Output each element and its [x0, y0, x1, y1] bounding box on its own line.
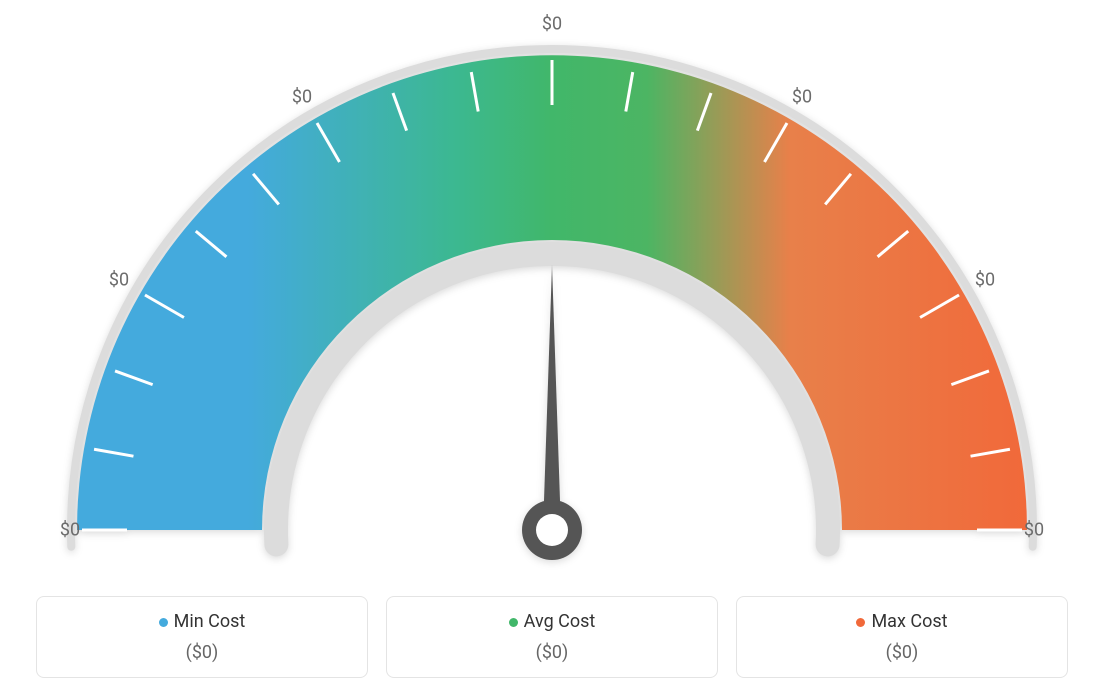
- legend-value-avg: ($0): [397, 642, 707, 663]
- gauge-tick-label: $0: [975, 270, 995, 291]
- gauge-tick-label: $0: [1024, 520, 1044, 541]
- gauge-chart: [0, 0, 1104, 560]
- gauge-tick-label: $0: [60, 520, 80, 541]
- legend-row: Min Cost ($0) Avg Cost ($0) Max Cost ($0…: [0, 596, 1104, 690]
- legend-dot-min: [159, 618, 168, 627]
- legend-label-max: Max Cost: [871, 611, 947, 632]
- gauge-tick-label: $0: [109, 270, 129, 291]
- legend-title-max: Max Cost: [747, 611, 1057, 632]
- gauge-tick-label: $0: [792, 86, 812, 107]
- legend-value-min: ($0): [47, 642, 357, 663]
- legend-label-avg: Avg Cost: [524, 611, 596, 632]
- legend-title-min: Min Cost: [47, 611, 357, 632]
- legend-card-min: Min Cost ($0): [36, 596, 368, 678]
- legend-dot-max: [856, 618, 865, 627]
- gauge-tick-label: $0: [542, 14, 562, 35]
- legend-dot-avg: [509, 618, 518, 627]
- gauge-container: $0 $0 $0 $0 $0 $0 $0: [0, 0, 1104, 560]
- legend-label-min: Min Cost: [174, 611, 246, 632]
- legend-value-max: ($0): [747, 642, 1057, 663]
- gauge-tick-label: $0: [292, 86, 312, 107]
- legend-card-max: Max Cost ($0): [736, 596, 1068, 678]
- legend-title-avg: Avg Cost: [397, 611, 707, 632]
- legend-card-avg: Avg Cost ($0): [386, 596, 718, 678]
